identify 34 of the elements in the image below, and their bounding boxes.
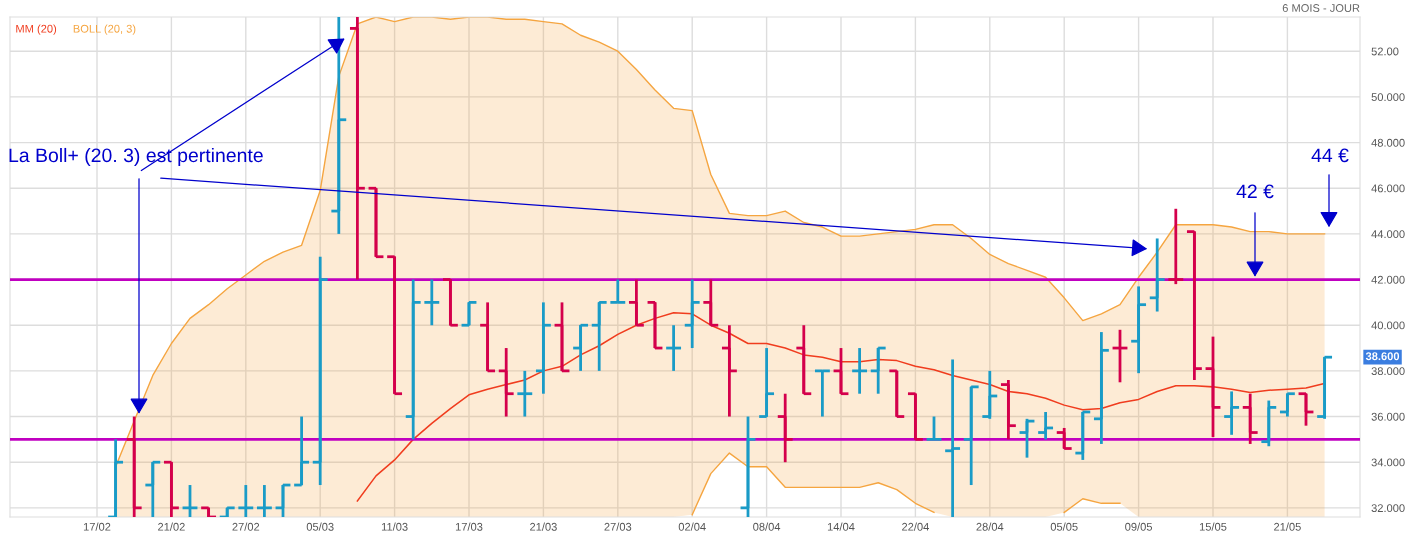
text: MM (20) — [16, 24, 57, 35]
x-tick-label: 05/05 — [1050, 522, 1078, 531]
x-tick-label: 22/04 — [902, 522, 929, 531]
y-tick-label: 36.000 — [1371, 412, 1405, 421]
x-tick-label: 08/04 — [753, 522, 781, 531]
x-tick-label: 17/03 — [455, 522, 483, 531]
x-tick-label: 15/05 — [1199, 522, 1227, 531]
annotation: 44 € — [1311, 148, 1349, 163]
x-tick-label: 05/03 — [306, 522, 334, 531]
y-tick-label: 34.000 — [1371, 458, 1405, 467]
chart-subtitle: 6 MOIS - JOUR — [1282, 4, 1360, 12]
y-tick-label: 48.000 — [1371, 138, 1405, 147]
y-tick-label: 40.000 — [1371, 321, 1405, 330]
y-tick-label: 52.00 — [1371, 47, 1399, 56]
x-tick-label: 09/05 — [1125, 522, 1153, 531]
x-tick-label: 11/03 — [381, 522, 408, 531]
x-tick-label: 27/03 — [604, 522, 632, 531]
x-tick-label: 21/03 — [530, 522, 557, 531]
y-tick-label: 42.000 — [1371, 275, 1405, 284]
y-tick-label: 44.000 — [1371, 230, 1405, 239]
x-tick-label: 21/02 — [158, 522, 185, 531]
text: BOLL (20, 3) — [73, 24, 136, 35]
x-tick-label: 02/04 — [678, 522, 706, 531]
x-tick-label: 28/04 — [976, 522, 1004, 531]
y-tick-label: 50.000 — [1371, 93, 1405, 102]
x-tick-label: 21/05 — [1274, 522, 1301, 531]
y-tick-label: 46.000 — [1371, 184, 1405, 193]
annotation: 42 € — [1236, 184, 1274, 199]
y-tick-label: 32.000 — [1371, 504, 1405, 512]
x-tick-label: 14/04 — [827, 522, 855, 531]
x-tick-label: 27/02 — [232, 522, 260, 531]
y-tick-label: 38.000 — [1371, 367, 1405, 376]
text: 38.600 — [1365, 352, 1400, 361]
x-tick-label: 17/02 — [83, 522, 111, 531]
